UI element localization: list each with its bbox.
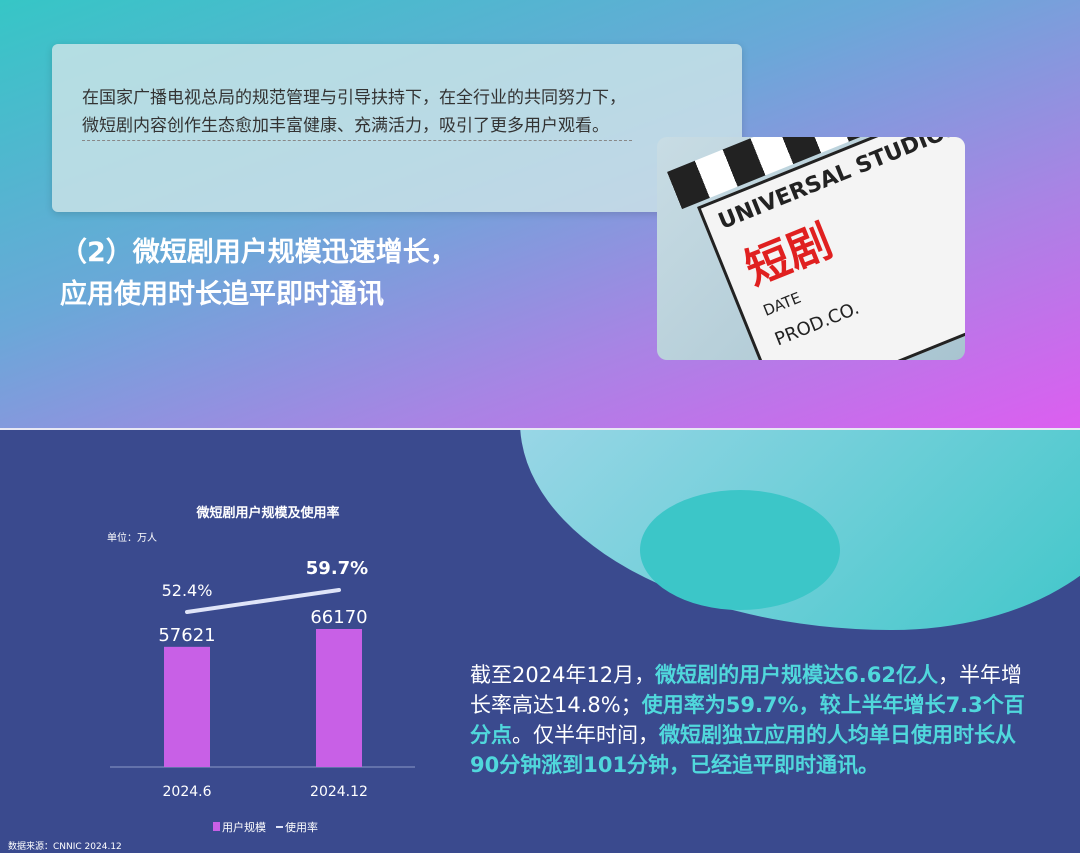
heading-line-2: 应用使用时长追平即时通讯 bbox=[60, 279, 384, 310]
bar-2024.6 bbox=[164, 646, 210, 767]
rate-label: 52.4% bbox=[162, 581, 213, 600]
plain-text: 。仅半年时间， bbox=[512, 723, 659, 747]
usage-rate-line bbox=[185, 588, 341, 614]
heading-line-1: （2）微短剧用户规模迅速增长， bbox=[60, 237, 457, 268]
highlight-text: 微短剧的用户规模达6.62亿人 bbox=[655, 663, 938, 687]
chart-title: 微短剧用户规模及使用率 bbox=[195, 505, 339, 521]
legend-bar-label: 用户规模 bbox=[222, 820, 266, 834]
highlight-text: 微短剧独立应用的人均单日使用时长从90分钟涨到101分钟，已经追平即时通讯。 bbox=[470, 723, 1016, 777]
plain-text: 截至2024年12月， bbox=[470, 663, 656, 687]
intro-card: 在国家广播电视总局的规范管理与引导扶持下，在全行业的共同努力下，微短剧内容创作生… bbox=[52, 44, 742, 212]
section-heading: （2）微短剧用户规模迅速增长， 应用使用时长追平即时通讯 bbox=[60, 232, 480, 316]
legend-line-label: 使用率 bbox=[285, 820, 318, 834]
bottom-section bbox=[0, 430, 1080, 853]
intro-text: 在国家广播电视总局的规范管理与引导扶持下，在全行业的共同努力下，微短剧内容创作生… bbox=[82, 84, 632, 141]
plain-text: ，半年增长率高达14.8%； bbox=[470, 663, 1022, 717]
legend-swatch-bar bbox=[213, 822, 220, 831]
bar-label: 57621 bbox=[158, 625, 215, 646]
clapperboard-photo: UNIVERSAL STUDIOS 短剧 DATE PROD.CO. bbox=[657, 137, 965, 360]
decorative-blob-2 bbox=[640, 490, 840, 610]
divider bbox=[0, 428, 1080, 430]
chart-unit: 单位：万人 bbox=[107, 531, 157, 544]
bar-2024.12 bbox=[316, 629, 362, 767]
x-tick-label: 2024.12 bbox=[310, 784, 368, 800]
chart-source: 数据来源：CNNIC 2024.12 bbox=[8, 840, 122, 852]
x-tick-label: 2024.6 bbox=[163, 784, 212, 800]
bar-label: 66170 bbox=[310, 607, 367, 628]
summary-paragraph: 截至2024年12月，微短剧的用户规模达6.62亿人，半年增长率高达14.8%；… bbox=[470, 660, 1025, 780]
top-section: 在国家广播电视总局的规范管理与引导扶持下，在全行业的共同努力下，微短剧内容创作生… bbox=[0, 0, 1080, 428]
highlight-text: 使用率为59.7%，较上半年增长7.3个百分点 bbox=[470, 693, 1025, 747]
rate-label: 59.7% bbox=[306, 558, 368, 579]
